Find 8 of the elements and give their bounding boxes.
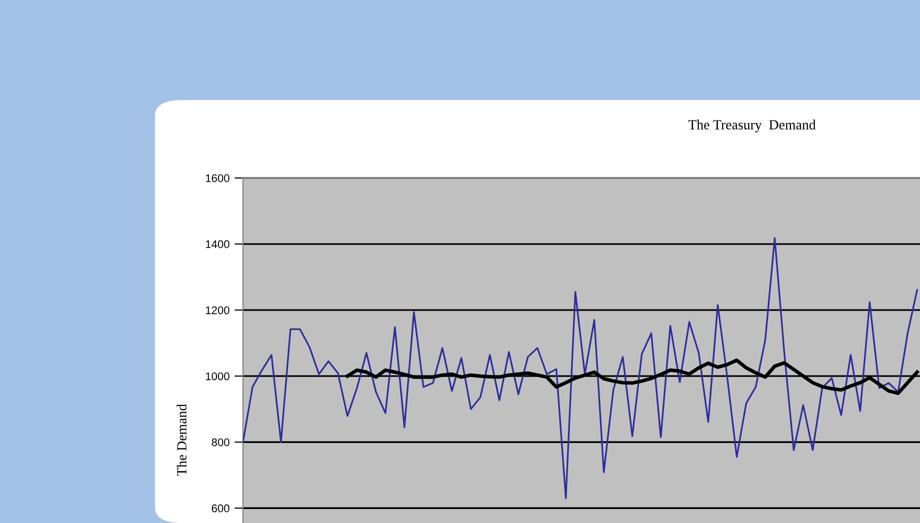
y-tick-label: 1600 [206,174,230,182]
y-tick-label: 1200 [206,306,230,314]
y-tick-label: 600 [212,504,230,512]
y-tick-label: 1000 [206,372,230,380]
y-tick-label: 800 [212,438,230,446]
y-axis-title: The Demand [176,404,186,476]
chart-title: The Treasury Demand [688,120,816,132]
y-tick-label: 1400 [206,240,230,248]
